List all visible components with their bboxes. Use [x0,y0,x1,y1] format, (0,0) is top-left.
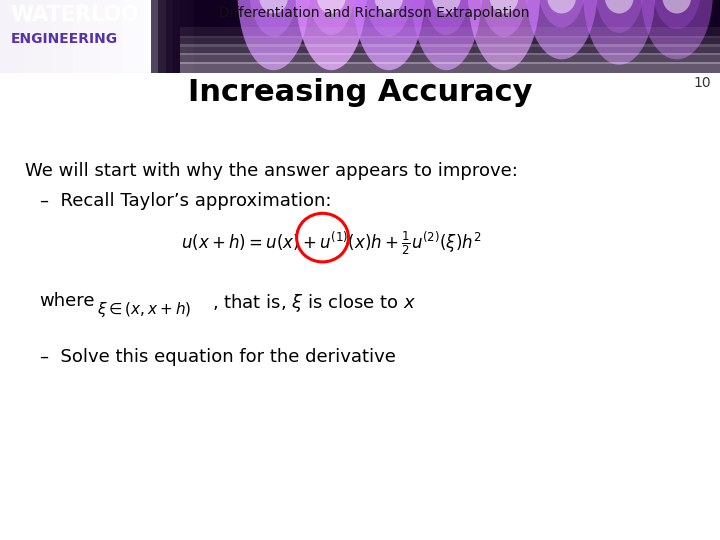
Ellipse shape [364,0,414,37]
Text: WATERLOO: WATERLOO [11,5,140,25]
Ellipse shape [490,0,518,14]
FancyBboxPatch shape [180,27,720,38]
FancyBboxPatch shape [24,0,49,73]
FancyBboxPatch shape [187,0,194,73]
FancyBboxPatch shape [0,0,194,73]
Ellipse shape [353,0,425,70]
Ellipse shape [432,0,461,14]
FancyBboxPatch shape [194,0,720,73]
Ellipse shape [238,0,310,70]
FancyBboxPatch shape [180,36,720,46]
FancyBboxPatch shape [145,0,170,73]
Ellipse shape [652,0,702,29]
FancyBboxPatch shape [180,44,720,56]
Text: where: where [40,292,95,309]
FancyBboxPatch shape [166,0,194,73]
Ellipse shape [259,0,288,14]
Text: We will start with why the answer appears to improve:: We will start with why the answer appear… [25,162,518,180]
Ellipse shape [479,0,529,37]
FancyBboxPatch shape [122,0,145,73]
Ellipse shape [317,0,346,14]
FancyBboxPatch shape [180,62,720,73]
Ellipse shape [605,0,634,14]
Ellipse shape [583,0,655,65]
Ellipse shape [547,0,576,14]
Ellipse shape [421,0,472,35]
FancyBboxPatch shape [173,0,194,73]
Ellipse shape [374,0,403,14]
Text: $\xi \in (x,x+h)$: $\xi \in (x,x+h)$ [97,300,192,319]
FancyBboxPatch shape [180,0,194,73]
Ellipse shape [526,0,598,59]
Ellipse shape [536,0,587,28]
FancyBboxPatch shape [49,0,73,73]
Ellipse shape [295,0,367,70]
Text: Increasing Accuracy: Increasing Accuracy [188,78,532,107]
Ellipse shape [662,0,691,14]
Ellipse shape [641,0,713,59]
Text: –  Recall Taylor’s approximation:: – Recall Taylor’s approximation: [40,192,331,210]
Text: 10: 10 [694,76,711,90]
Text: –  Solve this equation for the derivative: – Solve this equation for the derivative [40,348,395,366]
FancyBboxPatch shape [73,0,97,73]
Text: ENGINEERING: ENGINEERING [11,32,118,46]
FancyBboxPatch shape [97,0,122,73]
FancyBboxPatch shape [151,0,194,73]
Ellipse shape [306,0,356,35]
FancyBboxPatch shape [180,53,720,64]
Ellipse shape [410,0,482,70]
Text: , that is, $\xi$ is close to $x$: , that is, $\xi$ is close to $x$ [212,292,416,314]
FancyBboxPatch shape [170,0,194,73]
FancyBboxPatch shape [0,0,24,73]
Ellipse shape [468,0,540,70]
Ellipse shape [248,0,299,37]
Text: Differentiation and Richardson Extrapolation: Differentiation and Richardson Extrapola… [219,6,530,21]
Text: $u(x+h)=u(x)+u^{(1)}(x)h+\frac{1}{2}u^{(2)}(\xi)h^2$: $u(x+h)=u(x)+u^{(1)}(x)h+\frac{1}{2}u^{(… [181,230,482,258]
FancyBboxPatch shape [158,0,194,73]
Ellipse shape [594,0,644,33]
